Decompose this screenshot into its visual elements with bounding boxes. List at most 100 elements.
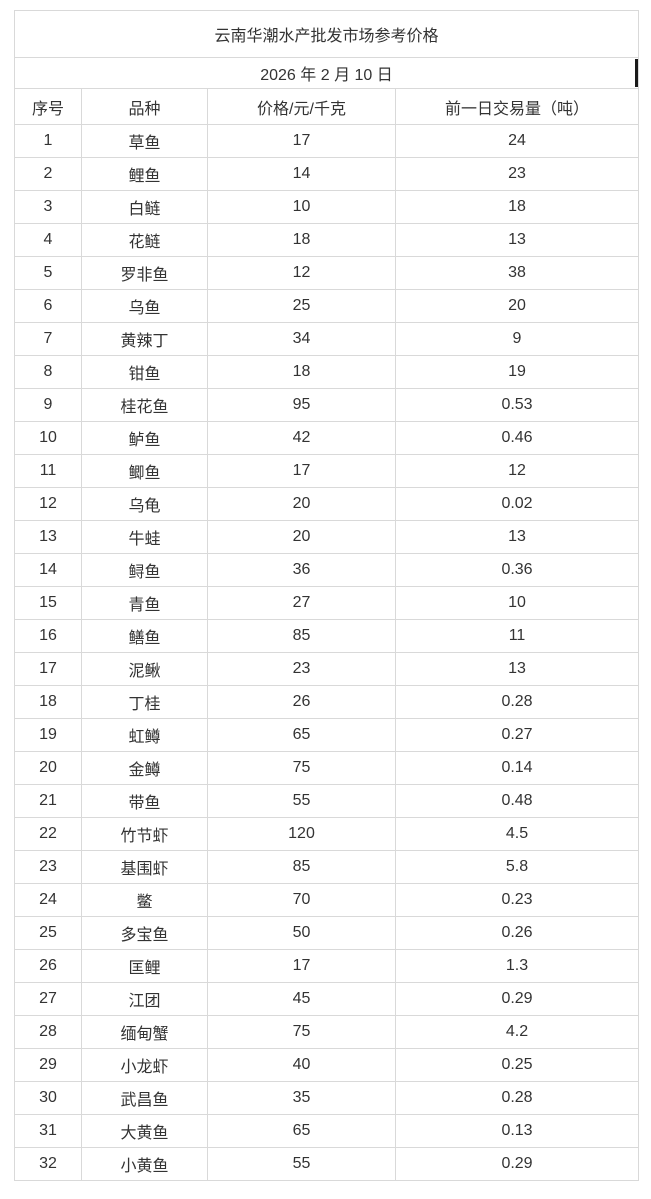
table-cell: 12 — [394, 454, 640, 488]
table-cell: 24 — [394, 124, 640, 158]
table-head: 云南华潮水产批发市场参考价格 2026 年 2 月 10 日 序号 品种 价格/… — [13, 10, 640, 125]
table-cell: 8 — [14, 355, 82, 389]
table-cell: 40 — [207, 1048, 396, 1082]
table-cell: 50 — [207, 916, 396, 950]
text-cursor — [635, 59, 638, 87]
table-cell: 2 — [14, 157, 82, 191]
page-title: 云南华潮水产批发市场参考价格 — [13, 10, 640, 58]
table-cell: 罗非鱼 — [81, 256, 208, 290]
table-cell: 0.23 — [394, 883, 640, 917]
table-cell: 竹节虾 — [81, 817, 208, 851]
table-row: 29 小龙虾 40 0.25 — [14, 1048, 640, 1082]
table-cell: 20 — [14, 751, 82, 785]
table-cell: 7 — [14, 322, 82, 356]
table-cell: 0.27 — [394, 718, 640, 752]
table-cell: 23 — [394, 157, 640, 191]
date-cell[interactable]: 2026 年 2 月 10 日 — [13, 57, 640, 89]
table-row: 9 桂花鱼 95 0.53 — [14, 388, 640, 422]
table-row: 15 青鱼 27 10 — [14, 586, 640, 620]
table-cell: 牛蛙 — [81, 520, 208, 554]
table-cell: 13 — [394, 520, 640, 554]
header-row: 序号 品种 价格/元/千克 前一日交易量（吨） — [14, 88, 640, 125]
table-row: 16 鳝鱼 85 11 — [14, 619, 640, 653]
table-cell: 42 — [207, 421, 396, 455]
table-cell: 20 — [207, 487, 396, 521]
table-cell: 4.2 — [394, 1015, 640, 1049]
table-cell: 0.02 — [394, 487, 640, 521]
table-cell: 10 — [14, 421, 82, 455]
table-cell: 桂花鱼 — [81, 388, 208, 422]
table-cell: 17 — [207, 454, 396, 488]
column-header-volume: 前一日交易量（吨） — [394, 88, 640, 125]
table-cell: 鲈鱼 — [81, 421, 208, 455]
table-cell: 金鳟 — [81, 751, 208, 785]
table-cell: 0.26 — [394, 916, 640, 950]
table-cell: 多宝鱼 — [81, 916, 208, 950]
table-cell: 江团 — [81, 982, 208, 1016]
table-cell: 55 — [207, 1147, 396, 1181]
table-cell: 18 — [394, 190, 640, 224]
table-cell: 26 — [207, 685, 396, 719]
table-cell: 12 — [207, 256, 396, 290]
table-cell: 0.48 — [394, 784, 640, 818]
table-cell: 27 — [14, 982, 82, 1016]
table-cell: 15 — [14, 586, 82, 620]
table-cell: 泥鳅 — [81, 652, 208, 686]
table-cell: 武昌鱼 — [81, 1081, 208, 1115]
table-row: 20 金鳟 75 0.14 — [14, 751, 640, 785]
date-row: 2026 年 2 月 10 日 — [13, 57, 640, 89]
title-row: 云南华潮水产批发市场参考价格 — [13, 10, 640, 58]
table-cell: 11 — [394, 619, 640, 653]
table-cell: 大黄鱼 — [81, 1114, 208, 1148]
table-cell: 钳鱼 — [81, 355, 208, 389]
table-cell: 25 — [207, 289, 396, 323]
table-cell: 38 — [394, 256, 640, 290]
table-cell: 13 — [14, 520, 82, 554]
table-cell: 0.14 — [394, 751, 640, 785]
table-cell: 10 — [394, 586, 640, 620]
column-header-variety: 品种 — [81, 88, 208, 125]
table-row: 27 江团 45 0.29 — [14, 982, 640, 1016]
table-cell: 乌鱼 — [81, 289, 208, 323]
table-cell: 0.13 — [394, 1114, 640, 1148]
table-cell: 鳖 — [81, 883, 208, 917]
table-cell: 29 — [14, 1048, 82, 1082]
table-cell: 65 — [207, 1114, 396, 1148]
table-row: 2 鲤鱼 14 23 — [14, 157, 640, 191]
table-cell: 85 — [207, 850, 396, 884]
table-row: 12 乌龟 20 0.02 — [14, 487, 640, 521]
price-table: 云南华潮水产批发市场参考价格 2026 年 2 月 10 日 序号 品种 价格/… — [13, 10, 640, 1181]
table-row: 21 带鱼 55 0.48 — [14, 784, 640, 818]
table-cell: 13 — [394, 223, 640, 257]
table-cell: 0.36 — [394, 553, 640, 587]
table-row: 19 虹鳟 65 0.27 — [14, 718, 640, 752]
table-cell: 35 — [207, 1081, 396, 1115]
table-row: 14 鲟鱼 36 0.36 — [14, 553, 640, 587]
table-cell: 12 — [14, 487, 82, 521]
table-cell: 花鲢 — [81, 223, 208, 257]
table-cell: 23 — [207, 652, 396, 686]
table-cell: 17 — [207, 124, 396, 158]
table-cell: 基围虾 — [81, 850, 208, 884]
table-row: 6 乌鱼 25 20 — [14, 289, 640, 323]
table-row: 11 鲫鱼 17 12 — [14, 454, 640, 488]
table-cell: 4 — [14, 223, 82, 257]
table-row: 5 罗非鱼 12 38 — [14, 256, 640, 290]
table-cell: 黄辣丁 — [81, 322, 208, 356]
table-row: 28 缅甸蟹 75 4.2 — [14, 1015, 640, 1049]
table-row: 10 鲈鱼 42 0.46 — [14, 421, 640, 455]
table-cell: 75 — [207, 1015, 396, 1049]
table-cell: 0.29 — [394, 982, 640, 1016]
table-cell: 19 — [14, 718, 82, 752]
table-cell: 55 — [207, 784, 396, 818]
column-header-price: 价格/元/千克 — [207, 88, 396, 125]
table-cell: 5 — [14, 256, 82, 290]
table-cell: 0.28 — [394, 1081, 640, 1115]
column-header-no: 序号 — [14, 88, 82, 125]
table-row: 18 丁桂 26 0.28 — [14, 685, 640, 719]
table-cell: 65 — [207, 718, 396, 752]
table-row: 17 泥鳅 23 13 — [14, 652, 640, 686]
table-cell: 白鲢 — [81, 190, 208, 224]
table-cell: 匡鲤 — [81, 949, 208, 983]
table-row: 30 武昌鱼 35 0.28 — [14, 1081, 640, 1115]
